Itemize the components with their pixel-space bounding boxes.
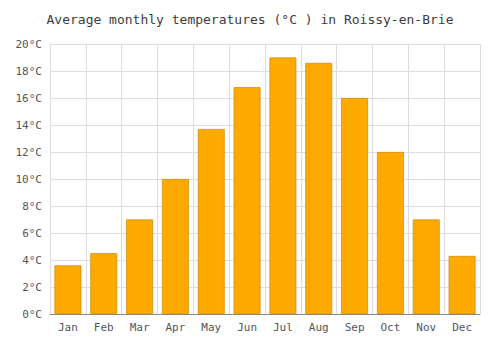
svg-text:14°C: 14°C	[16, 119, 43, 132]
svg-text:Average monthly temperatures (: Average monthly temperatures (°C ) in Ro…	[47, 12, 454, 27]
svg-text:2°C: 2°C	[22, 281, 42, 294]
svg-text:10°C: 10°C	[16, 173, 43, 186]
svg-text:Aug: Aug	[309, 321, 329, 334]
svg-text:May: May	[201, 321, 221, 334]
svg-text:Jul: Jul	[273, 321, 293, 334]
svg-text:Jan: Jan	[58, 321, 78, 334]
svg-text:Dec: Dec	[452, 321, 472, 334]
svg-text:Mar: Mar	[130, 321, 150, 334]
svg-text:6°C: 6°C	[22, 227, 42, 240]
svg-text:8°C: 8°C	[22, 200, 42, 213]
svg-text:4°C: 4°C	[22, 254, 42, 267]
svg-text:Apr: Apr	[165, 321, 185, 334]
svg-text:12°C: 12°C	[16, 146, 43, 159]
svg-text:Feb: Feb	[94, 321, 114, 334]
svg-text:0°C: 0°C	[22, 308, 42, 321]
svg-text:Jun: Jun	[237, 321, 257, 334]
svg-text:Oct: Oct	[380, 321, 400, 334]
svg-text:20°C: 20°C	[16, 38, 43, 51]
svg-text:18°C: 18°C	[16, 65, 43, 78]
svg-text:16°C: 16°C	[16, 92, 43, 105]
svg-text:Sep: Sep	[345, 321, 365, 334]
svg-text:Nov: Nov	[416, 321, 436, 334]
